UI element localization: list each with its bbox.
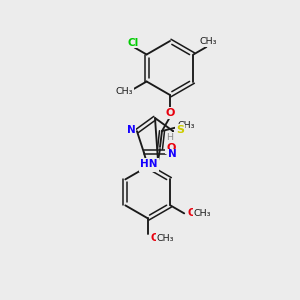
Text: HN: HN bbox=[140, 161, 158, 171]
Text: H: H bbox=[167, 133, 173, 142]
Text: O: O bbox=[165, 108, 175, 118]
Text: O: O bbox=[151, 233, 160, 243]
Text: CH₃: CH₃ bbox=[193, 209, 211, 218]
Text: N: N bbox=[127, 125, 135, 135]
Text: CH₃: CH₃ bbox=[200, 38, 217, 46]
Text: CH₃: CH₃ bbox=[116, 88, 134, 97]
Text: Cl: Cl bbox=[128, 38, 139, 47]
Text: O: O bbox=[187, 208, 196, 218]
Text: S: S bbox=[176, 125, 184, 135]
Text: CH₃: CH₃ bbox=[177, 121, 195, 130]
Text: N: N bbox=[168, 149, 176, 159]
Text: CH₃: CH₃ bbox=[157, 234, 174, 243]
Text: HN: HN bbox=[140, 159, 158, 169]
Text: O: O bbox=[166, 143, 176, 153]
